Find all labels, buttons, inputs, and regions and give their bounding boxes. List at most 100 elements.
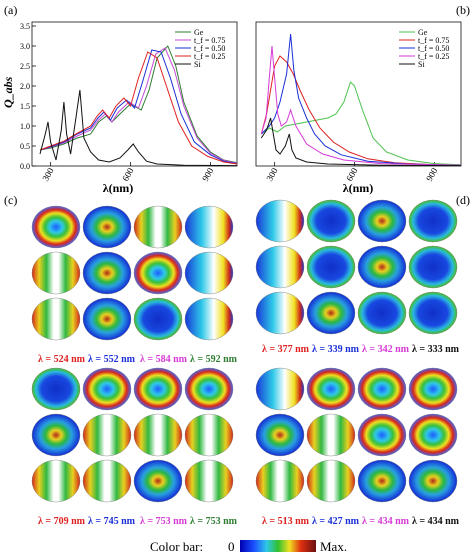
chart-a-xlabel: λ(nm) [103, 181, 134, 195]
field-map [306, 367, 356, 411]
y-tick-label: 1.0 [20, 122, 30, 131]
field-map [31, 297, 81, 341]
legend-label: t_f = 0.75 [194, 36, 225, 45]
caption-c-top-2: λ = 552 nm [88, 354, 136, 365]
legend-label: t_f = 0.25 [194, 52, 225, 61]
field-map [255, 291, 305, 335]
panel-label-c: (c) [4, 193, 17, 207]
caption-d-top-3: λ = 342 nm [362, 344, 410, 355]
field-map [255, 367, 305, 411]
caption-d-top-4: λ = 333 nm [412, 344, 460, 355]
field-map [357, 367, 407, 411]
y-tick-label: 0.5 [20, 142, 30, 151]
field-map [306, 245, 356, 289]
series-line-4 [39, 89, 238, 167]
legend-label: Si [194, 60, 201, 69]
series-line-0 [39, 45, 238, 164]
chart-a-frame [31, 21, 238, 167]
series-line-1 [260, 55, 462, 166]
field-map [306, 291, 356, 335]
series-line-2 [39, 49, 238, 165]
captions-d-bottom: λ = 513 nm λ = 427 nm λ = 434 nm λ = 434… [262, 516, 460, 527]
field-map [408, 245, 458, 289]
series-line-3 [39, 51, 238, 165]
legend-label: Si [418, 60, 425, 69]
field-map [357, 459, 407, 503]
chart-b: λ(nm) 300 600 900 Get_f = 0.75t_f = 0.50t_… [255, 21, 462, 195]
color-bar-min: 0 [228, 539, 235, 554]
field-map [82, 367, 132, 411]
y-tick-label: 1.5 [20, 102, 30, 111]
field-map [133, 459, 183, 503]
series-line-1 [39, 47, 238, 164]
caption-c-bottom-2: λ = 745 nm [88, 516, 136, 527]
panel-label-a: (a) [4, 3, 17, 17]
field-map [31, 459, 81, 503]
x-tick-label: 300 [264, 166, 280, 183]
field-map [408, 291, 458, 335]
chart-b-xlabel: λ(nm) [343, 181, 374, 195]
x-tick-label: 900 [424, 166, 440, 183]
panel-label-d: (d) [456, 193, 470, 207]
caption-c-top-3: λ = 584 nm [140, 354, 188, 365]
field-map [133, 367, 183, 411]
caption-d-top-1: λ = 377 nm [262, 344, 310, 355]
field-map [31, 205, 81, 249]
caption-c-top-1: λ = 524 nm [38, 354, 86, 365]
field-map [133, 205, 183, 249]
field-map [82, 297, 132, 341]
legend-label: t_f = 0.50 [418, 44, 449, 53]
color-bar-gradient [240, 540, 316, 552]
series-line-3 [260, 45, 462, 166]
y-tick-label: 2.5 [20, 62, 30, 71]
field-map [184, 205, 234, 249]
caption-c-bottom-3: λ = 753 nm [140, 516, 188, 527]
x-tick-label: 300 [40, 166, 56, 183]
field-map [133, 413, 183, 457]
field-map [82, 251, 132, 295]
chart-a: Q_abs λ(nm) 300 600 900 0.0 0.5 1.0 1.5 2.0 2.5 3… [1, 21, 238, 195]
field-map [133, 297, 183, 341]
field-map [357, 199, 407, 243]
legend-label: t_f = 0.75 [418, 36, 449, 45]
field-map [306, 459, 356, 503]
legend-label: Ge [418, 28, 428, 37]
field-map [82, 459, 132, 503]
field-map-grids [31, 199, 458, 503]
field-map [184, 367, 234, 411]
field-map [184, 251, 234, 295]
field-map [357, 291, 407, 335]
field-map [255, 245, 305, 289]
field-map [408, 199, 458, 243]
caption-d-top-2: λ = 339 nm [312, 344, 360, 355]
caption-d-bottom-4: λ = 434 nm [412, 516, 460, 527]
caption-d-bottom-3: λ = 434 nm [362, 516, 410, 527]
field-map [31, 251, 81, 295]
field-map [408, 413, 458, 457]
series-line-2 [260, 33, 462, 166]
y-tick-label: 3.5 [20, 22, 30, 31]
captions-c-bottom: λ = 709 nm λ = 745 nm λ = 753 nm λ = 753… [38, 516, 238, 527]
field-map [31, 367, 81, 411]
field-map [357, 413, 407, 457]
chart-a-ylabel: Q_abs [1, 76, 15, 108]
field-map [184, 459, 234, 503]
field-map [255, 413, 305, 457]
field-map [306, 413, 356, 457]
field-map [31, 413, 81, 457]
field-map [82, 413, 132, 457]
captions-d-top: λ = 377 nm λ = 339 nm λ = 342 nm λ = 333… [262, 344, 460, 355]
color-bar-max: Max. [320, 539, 347, 554]
y-tick-label: 0.0 [20, 162, 30, 171]
field-map [184, 413, 234, 457]
field-map [255, 459, 305, 503]
y-tick-label: 2.0 [20, 82, 30, 91]
field-map [306, 199, 356, 243]
legend-label: Ge [194, 28, 204, 37]
legend-label: t_f = 0.50 [194, 44, 225, 53]
x-tick-label: 600 [120, 166, 136, 183]
captions-c-top: λ = 524 nm λ = 552 nm λ = 584 nm λ = 592… [38, 354, 238, 365]
caption-d-bottom-2: λ = 427 nm [312, 516, 360, 527]
caption-d-bottom-1: λ = 513 nm [262, 516, 310, 527]
caption-c-bottom-1: λ = 709 nm [38, 516, 86, 527]
